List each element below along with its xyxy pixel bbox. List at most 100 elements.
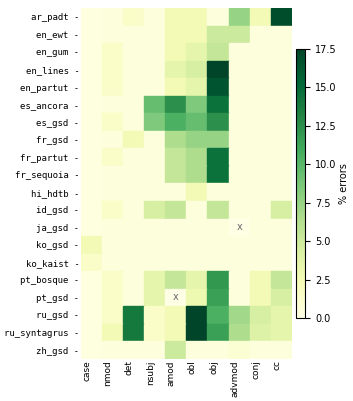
Bar (123, 26, 144, 43)
Y-axis label: % errors: % errors (340, 163, 349, 204)
Bar (144, 184, 165, 201)
Bar (165, 26, 186, 43)
Bar (144, 306, 165, 324)
Bar (102, 148, 123, 166)
Bar (123, 201, 144, 219)
Bar (102, 8, 123, 26)
Bar (165, 341, 186, 359)
Bar (250, 113, 271, 131)
Bar (228, 43, 250, 61)
Bar (144, 271, 165, 289)
Bar (123, 289, 144, 306)
Bar (271, 96, 292, 113)
Bar (208, 8, 228, 26)
Bar (123, 8, 144, 26)
Bar (250, 166, 271, 184)
Bar (208, 61, 228, 78)
Bar (186, 236, 208, 253)
Bar (208, 148, 228, 166)
Bar (165, 148, 186, 166)
Bar (81, 78, 102, 96)
Bar (250, 236, 271, 253)
Bar (144, 201, 165, 219)
Bar (81, 219, 102, 236)
Bar (165, 306, 186, 324)
Bar (228, 253, 250, 271)
Bar (186, 43, 208, 61)
Bar (186, 253, 208, 271)
Bar (186, 131, 208, 148)
Bar (81, 8, 102, 26)
Bar (250, 289, 271, 306)
Bar (208, 201, 228, 219)
Bar (144, 289, 165, 306)
Bar (250, 271, 271, 289)
Bar (208, 253, 228, 271)
Bar (208, 271, 228, 289)
Bar (144, 341, 165, 359)
Bar (271, 236, 292, 253)
Bar (102, 253, 123, 271)
Bar (123, 43, 144, 61)
Bar (228, 148, 250, 166)
Bar (102, 271, 123, 289)
Bar (208, 236, 228, 253)
Bar (144, 96, 165, 113)
Bar (186, 26, 208, 43)
Bar (186, 78, 208, 96)
Bar (208, 78, 228, 96)
Bar (186, 166, 208, 184)
Bar (123, 78, 144, 96)
Bar (250, 26, 271, 43)
Bar (102, 201, 123, 219)
Bar (271, 324, 292, 341)
Bar (144, 166, 165, 184)
Bar (186, 113, 208, 131)
Bar (271, 253, 292, 271)
Bar (102, 236, 123, 253)
Bar (271, 219, 292, 236)
Bar (208, 166, 228, 184)
Bar (228, 131, 250, 148)
Bar (165, 131, 186, 148)
Bar (102, 324, 123, 341)
Text: x: x (236, 222, 242, 232)
Bar (271, 289, 292, 306)
Bar (165, 96, 186, 113)
Bar (144, 219, 165, 236)
Bar (228, 184, 250, 201)
Bar (81, 131, 102, 148)
Bar (186, 96, 208, 113)
Bar (165, 219, 186, 236)
Bar (165, 61, 186, 78)
Bar (208, 184, 228, 201)
Bar (165, 43, 186, 61)
Bar (271, 131, 292, 148)
Bar (165, 8, 186, 26)
Bar (271, 201, 292, 219)
Bar (228, 61, 250, 78)
Bar (165, 289, 186, 306)
Bar (250, 219, 271, 236)
Bar (271, 341, 292, 359)
Bar (123, 61, 144, 78)
Bar (144, 8, 165, 26)
Bar (271, 148, 292, 166)
Bar (271, 43, 292, 61)
Bar (186, 271, 208, 289)
Bar (123, 253, 144, 271)
Text: x: x (173, 292, 179, 302)
Bar (186, 61, 208, 78)
Bar (271, 113, 292, 131)
Bar (228, 219, 250, 236)
Bar (102, 113, 123, 131)
Bar (165, 253, 186, 271)
Bar (144, 236, 165, 253)
Bar (81, 43, 102, 61)
Bar (208, 26, 228, 43)
Bar (271, 166, 292, 184)
Bar (123, 341, 144, 359)
Bar (271, 271, 292, 289)
Bar (228, 78, 250, 96)
Bar (250, 96, 271, 113)
